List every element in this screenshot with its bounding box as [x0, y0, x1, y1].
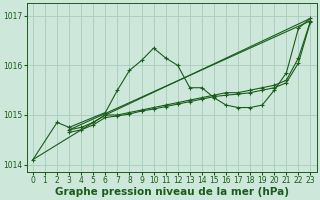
- X-axis label: Graphe pression niveau de la mer (hPa): Graphe pression niveau de la mer (hPa): [55, 187, 289, 197]
